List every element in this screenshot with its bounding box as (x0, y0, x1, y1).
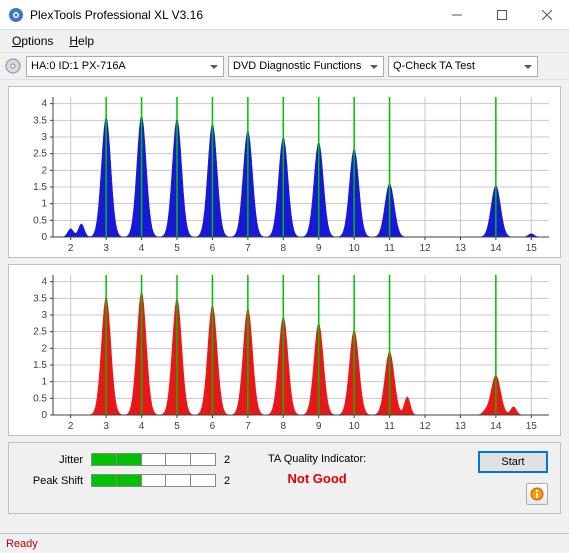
window-controls (434, 0, 569, 30)
jitter-meter (91, 453, 216, 466)
app-icon (8, 7, 24, 23)
meter-segment (166, 454, 191, 465)
svg-text:6: 6 (210, 243, 216, 254)
quality-label: TA Quality Indicator: (268, 453, 366, 465)
svg-text:1.5: 1.5 (33, 182, 47, 193)
svg-text:10: 10 (349, 243, 361, 254)
disc-icon (4, 57, 22, 75)
svg-text:2.5: 2.5 (33, 327, 47, 338)
info-button[interactable] (526, 483, 548, 505)
chart-bottom-svg: 0 0.5 1 1.5 2 2.5 3 3.5 4 2 3 4 5 6 7 8 9 10 11 12 13 14 15 (9, 265, 559, 435)
chart-top: 0 0.5 1 1.5 2 2.5 3 3.5 4 2 3 4 5 6 7 8 9 10 11 12 13 14 15 (8, 86, 561, 258)
results-panel: Jitter 2 Peak Shift 2 TA Quality Indicat… (8, 442, 561, 514)
svg-text:14: 14 (490, 243, 502, 254)
svg-text:8: 8 (281, 421, 287, 432)
start-button[interactable]: Start (478, 451, 548, 473)
meter-segment (92, 454, 117, 465)
peakshift-label: Peak Shift (21, 475, 83, 487)
peakshift-value: 2 (224, 475, 238, 487)
svg-text:5: 5 (174, 243, 180, 254)
svg-text:9: 9 (316, 421, 322, 432)
peakshift-row: Peak Shift 2 (21, 474, 238, 487)
window-title: PlexTools Professional XL V3.16 (30, 8, 434, 22)
svg-text:5: 5 (174, 421, 180, 432)
content-area: 00.511.522.533.5423456789101112131415 00… (0, 80, 569, 520)
close-button[interactable] (524, 0, 569, 30)
svg-text:14: 14 (490, 421, 502, 432)
svg-text:12: 12 (419, 243, 431, 254)
minimize-button[interactable] (434, 0, 479, 30)
quality-value: Not Good (268, 471, 366, 486)
svg-text:4: 4 (139, 421, 145, 432)
svg-text:15: 15 (526, 421, 538, 432)
meter-segment (117, 454, 142, 465)
svg-text:1: 1 (41, 377, 47, 388)
svg-text:11: 11 (384, 243, 395, 254)
menubar: Options Help (0, 30, 569, 52)
svg-text:0.5: 0.5 (33, 215, 47, 226)
peakshift-meter (91, 474, 216, 487)
maximize-button[interactable] (479, 0, 524, 30)
svg-text:0: 0 (41, 232, 47, 243)
svg-text:3.5: 3.5 (33, 293, 47, 304)
chart-top-svg: 0 0.5 1 1.5 2 2.5 3 3.5 4 2 3 4 5 6 7 8 9 10 11 12 13 14 15 (9, 87, 559, 257)
svg-text:2: 2 (41, 343, 47, 354)
svg-text:0.5: 0.5 (33, 393, 47, 404)
menu-help[interactable]: Help (61, 32, 102, 50)
meter-segment (92, 475, 117, 486)
svg-text:2: 2 (68, 421, 74, 432)
jitter-label: Jitter (21, 454, 83, 466)
svg-text:11: 11 (384, 421, 395, 432)
jitter-row: Jitter 2 (21, 453, 238, 466)
svg-text:4: 4 (41, 99, 47, 110)
svg-text:2: 2 (41, 165, 47, 176)
titlebar: PlexTools Professional XL V3.16 (0, 0, 569, 30)
drive-select[interactable]: HA:0 ID:1 PX-716A (26, 56, 224, 77)
test-select-label: Q-Check TA Test (393, 60, 475, 72)
svg-text:1: 1 (41, 199, 47, 210)
drive-select-label: HA:0 ID:1 PX-716A (31, 60, 126, 72)
meter-segment (142, 475, 167, 486)
svg-text:8: 8 (281, 243, 287, 254)
svg-text:4: 4 (139, 243, 145, 254)
svg-text:1.5: 1.5 (33, 360, 47, 371)
svg-text:7: 7 (245, 243, 251, 254)
svg-text:7: 7 (245, 421, 251, 432)
quality-block: TA Quality Indicator: Not Good (268, 453, 366, 486)
svg-text:9: 9 (316, 243, 322, 254)
statusbar: Ready (0, 533, 569, 553)
menu-options[interactable]: Options (4, 32, 61, 50)
meter-segment (191, 475, 215, 486)
svg-text:0: 0 (41, 410, 47, 421)
svg-text:13: 13 (455, 421, 467, 432)
meter-segment (117, 475, 142, 486)
svg-text:3: 3 (41, 132, 47, 143)
svg-text:4: 4 (41, 277, 47, 288)
chart-bottom: 0 0.5 1 1.5 2 2.5 3 3.5 4 2 3 4 5 6 7 8 9 10 11 12 13 14 15 (8, 264, 561, 436)
meter-segment (142, 454, 167, 465)
meter-segment (191, 454, 215, 465)
meter-segment (166, 475, 191, 486)
toolbar: HA:0 ID:1 PX-716A DVD Diagnostic Functio… (0, 52, 569, 80)
function-select[interactable]: DVD Diagnostic Functions (228, 56, 384, 77)
svg-text:3: 3 (103, 243, 109, 254)
svg-text:2: 2 (68, 243, 74, 254)
svg-text:12: 12 (419, 421, 431, 432)
svg-text:3: 3 (41, 310, 47, 321)
meters-block: Jitter 2 Peak Shift 2 (21, 453, 238, 495)
svg-text:6: 6 (210, 421, 216, 432)
svg-text:10: 10 (349, 421, 361, 432)
function-select-label: DVD Diagnostic Functions (233, 60, 361, 72)
svg-text:2.5: 2.5 (33, 149, 47, 160)
jitter-value: 2 (224, 454, 238, 466)
svg-text:15: 15 (526, 243, 538, 254)
status-text: Ready (6, 538, 38, 550)
svg-text:3: 3 (103, 421, 109, 432)
test-select[interactable]: Q-Check TA Test (388, 56, 538, 77)
svg-text:13: 13 (455, 243, 467, 254)
svg-text:3.5: 3.5 (33, 115, 47, 126)
